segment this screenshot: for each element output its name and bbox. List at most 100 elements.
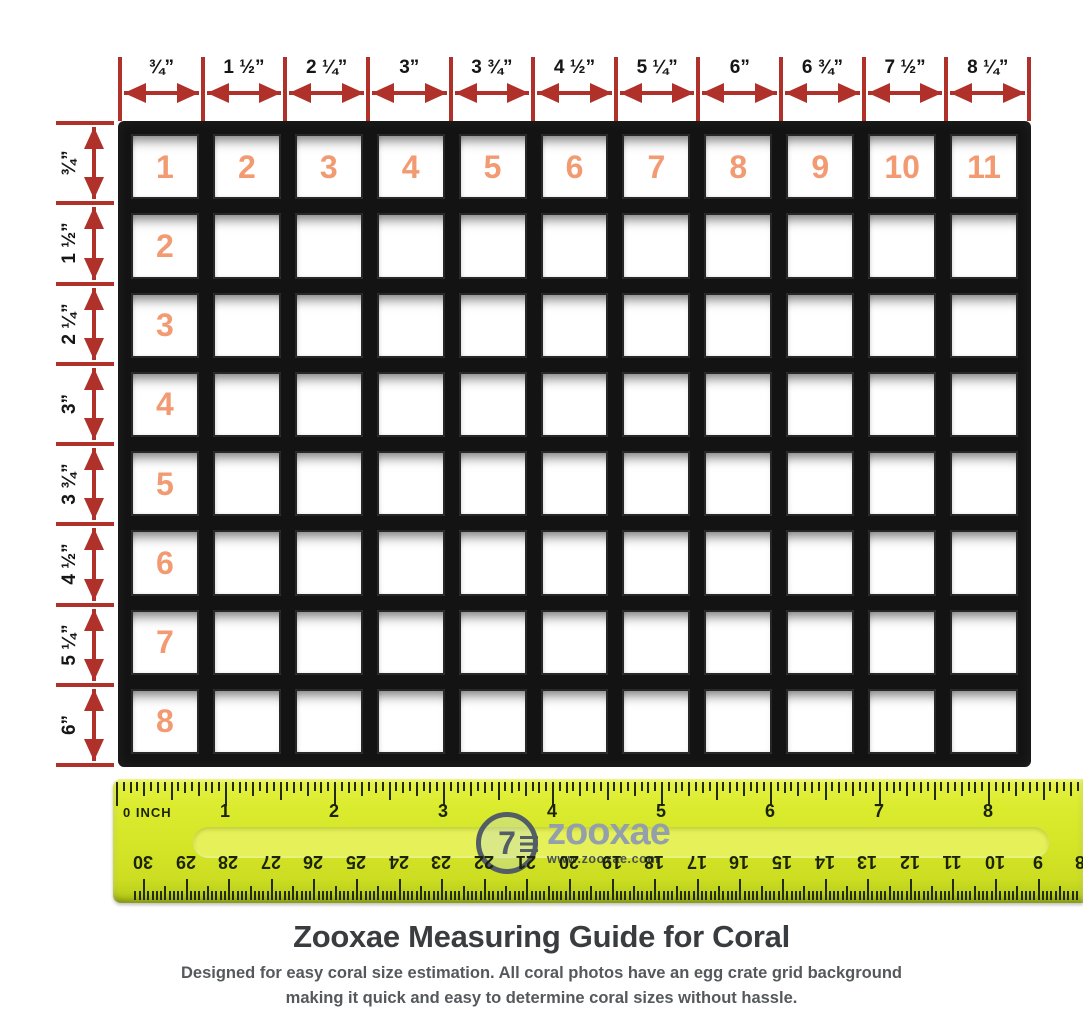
cm-tick bbox=[245, 891, 248, 900]
grid-cell: 3 bbox=[294, 134, 363, 200]
cm-tick bbox=[206, 886, 209, 900]
inch-tick bbox=[483, 782, 486, 793]
top-scale-label: 3 ¾” bbox=[471, 57, 513, 78]
cm-tick bbox=[483, 879, 486, 900]
cm-tick bbox=[922, 891, 925, 900]
inch-tick bbox=[960, 782, 963, 796]
grid-cell: 5 bbox=[458, 134, 527, 200]
inch-tick bbox=[1062, 782, 1065, 791]
cm-tick bbox=[675, 886, 678, 900]
grid-cell bbox=[458, 609, 527, 675]
cm-tick bbox=[892, 891, 895, 900]
cm-tick bbox=[411, 891, 414, 900]
cm-tick bbox=[134, 891, 137, 900]
inch-tick bbox=[633, 782, 636, 796]
inch-tick bbox=[913, 782, 916, 791]
cm-tick bbox=[986, 891, 989, 900]
grid-cell bbox=[458, 371, 527, 437]
cm-tick bbox=[377, 886, 380, 900]
inch-tick bbox=[831, 782, 834, 791]
cell-number: 2 bbox=[237, 148, 256, 185]
inch-tick bbox=[245, 782, 248, 791]
inch-tick bbox=[708, 782, 711, 791]
cm-tick bbox=[956, 891, 959, 900]
cm-tick bbox=[1012, 891, 1015, 900]
inch-tick bbox=[919, 782, 922, 793]
inch-tick bbox=[238, 782, 241, 793]
cell-number: 2 bbox=[156, 227, 174, 264]
cm-tick bbox=[172, 891, 175, 900]
grid-cell bbox=[212, 609, 281, 675]
cm-tick bbox=[424, 891, 427, 900]
cm-tick bbox=[185, 879, 188, 900]
inch-tick bbox=[742, 782, 745, 796]
cm-tick bbox=[441, 879, 444, 900]
grid-cell: 7 bbox=[131, 609, 199, 675]
vertical-double-arrow-icon bbox=[84, 608, 104, 682]
inch-tick bbox=[1022, 782, 1025, 791]
cm-tick bbox=[317, 891, 320, 900]
cm-tick bbox=[977, 891, 980, 900]
left-scale-label: ¾” bbox=[59, 150, 80, 176]
cm-tick bbox=[845, 886, 848, 900]
cm-tick bbox=[407, 891, 410, 900]
cm-number: 25 bbox=[345, 852, 367, 872]
grid-cell: 8 bbox=[131, 688, 199, 754]
inch-tick bbox=[715, 782, 718, 800]
inch-tick bbox=[565, 782, 568, 793]
cm-tick bbox=[543, 891, 546, 900]
cm-tick bbox=[850, 891, 853, 900]
cm-tick bbox=[1037, 879, 1040, 900]
inch-tick bbox=[470, 782, 473, 796]
inch-tick bbox=[381, 782, 384, 791]
grid-cell bbox=[704, 451, 773, 517]
grid-cell bbox=[376, 609, 445, 675]
top-scale-label: ¾” bbox=[148, 57, 174, 78]
cm-tick bbox=[692, 891, 695, 900]
vertical-double-arrow-icon bbox=[84, 287, 104, 361]
inch-tick bbox=[156, 782, 159, 793]
cm-tick bbox=[918, 891, 921, 900]
cm-tick bbox=[756, 891, 759, 900]
grid-cell bbox=[950, 371, 1018, 437]
cm-tick bbox=[679, 891, 682, 900]
inch-tick bbox=[490, 782, 493, 791]
grid-cell bbox=[540, 213, 609, 279]
cm-tick bbox=[688, 891, 691, 900]
grid-cell bbox=[458, 688, 527, 754]
inch-tick bbox=[449, 782, 452, 791]
cm-tick bbox=[799, 891, 802, 900]
inch-tick bbox=[286, 782, 289, 791]
cm-tick bbox=[462, 886, 465, 900]
cm-tick bbox=[965, 891, 968, 900]
inch-tick bbox=[667, 782, 670, 791]
inch-tick bbox=[1049, 782, 1052, 791]
brand-logo-text: zooxae www.zooxae.com bbox=[547, 813, 671, 866]
cm-tick bbox=[394, 891, 397, 900]
inch-tick bbox=[545, 782, 548, 791]
grid-cell bbox=[540, 292, 609, 358]
cm-tick bbox=[960, 891, 963, 900]
inch-tick bbox=[865, 782, 868, 793]
cm-tick bbox=[479, 891, 482, 900]
grid-cell bbox=[294, 451, 363, 517]
cm-tick bbox=[1050, 891, 1053, 900]
inch-tick bbox=[225, 782, 227, 806]
cm-tick bbox=[594, 891, 597, 900]
top-scale-segment: 3” bbox=[365, 57, 449, 121]
cm-tick bbox=[530, 891, 533, 900]
cm-tick bbox=[1071, 891, 1074, 900]
cm-tick bbox=[628, 891, 631, 900]
cm-tick bbox=[939, 891, 942, 900]
grid-cell: 5 bbox=[131, 451, 199, 517]
left-scale-segment: 5 ¼” bbox=[56, 602, 114, 683]
cm-tick bbox=[471, 891, 474, 900]
left-scale-segment: 3 ¾” bbox=[56, 442, 114, 522]
inch-tick bbox=[626, 782, 629, 791]
cm-tick bbox=[522, 891, 525, 900]
cm-tick bbox=[586, 891, 589, 900]
inch-tick bbox=[749, 782, 752, 791]
cm-tick bbox=[905, 891, 908, 900]
inch-tick bbox=[340, 782, 343, 791]
inch-number: 2 bbox=[328, 801, 340, 821]
